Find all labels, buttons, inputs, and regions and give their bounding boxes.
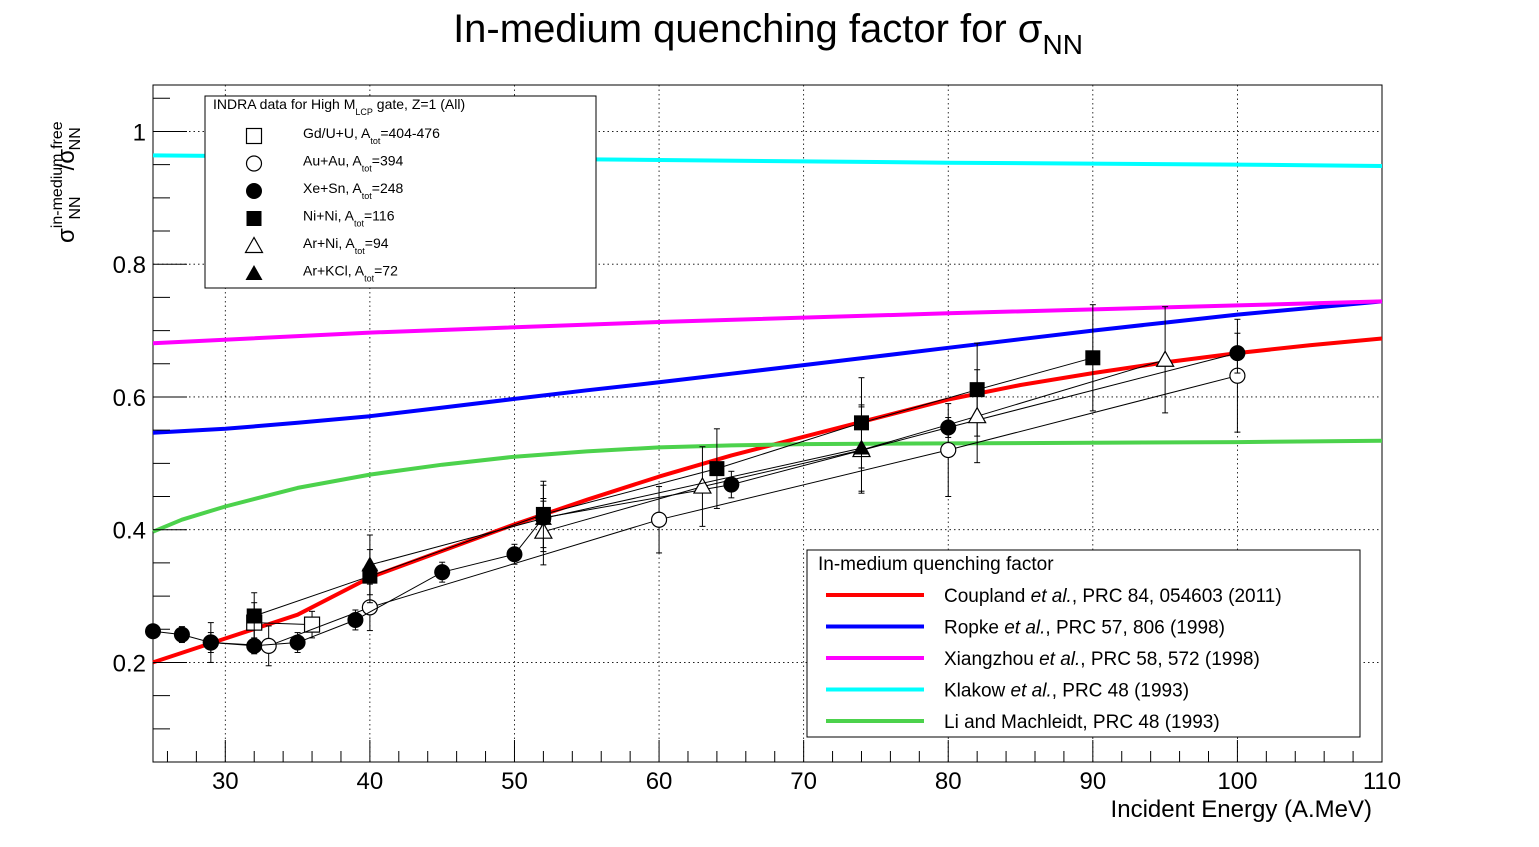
- data-point: [1229, 345, 1246, 362]
- y-tick-label: 0.4: [113, 518, 146, 545]
- data-point: [506, 546, 523, 563]
- legend-model-label: Xiangzhou et al., PRC 58, 572 (1998): [944, 649, 1260, 670]
- x-tick-label: 80: [935, 768, 962, 795]
- legend-data-label: Ar+KCl, Atot=72: [303, 263, 398, 284]
- series-ar-ni: [533, 306, 1175, 566]
- legend-data-header: INDRA data for High MLCP gate, Z=1 (All): [213, 96, 465, 117]
- data-point: [692, 476, 712, 494]
- y-tick-label: 0.6: [113, 385, 146, 412]
- x-tick-label: 100: [1217, 768, 1257, 795]
- chart-title: In-medium quenching factor for σNN: [453, 7, 1083, 60]
- data-point: [967, 406, 987, 424]
- axis-ticks: 30 40 50 60 70 80 90 100 110 0.2 0.4 0.6 0.8 1: [113, 97, 1401, 795]
- legend-models-box: [806, 549, 1361, 738]
- x-tick-label: 90: [1079, 768, 1106, 795]
- data-point: [347, 611, 364, 628]
- model-curves: [152, 153, 1383, 665]
- x-tick-label: 50: [501, 768, 528, 795]
- data-point: [940, 441, 957, 459]
- legend-model-label: Li and Machleidt, PRC 48 (1993): [944, 712, 1220, 733]
- data-point: [852, 439, 870, 455]
- legend-model-label: Coupland et al., PRC 84, 054603 (2011): [944, 586, 1282, 607]
- series-line-gd-u-u: [254, 622, 313, 626]
- data-point: [246, 608, 262, 624]
- data-point: [145, 623, 161, 640]
- legend-model-label: Ropke et al., PRC 57, 806 (1998): [944, 618, 1225, 639]
- x-tick-label: 60: [646, 768, 673, 795]
- x-tick-label: 70: [790, 768, 817, 795]
- legend-model-label: Klakow et al., PRC 48 (1993): [944, 681, 1189, 702]
- legend-marker: [246, 211, 262, 226]
- data-point: [361, 556, 379, 572]
- legend-marker: [245, 155, 263, 172]
- curve-li-and-machleidt: [152, 438, 1383, 534]
- x-tick-label: 40: [357, 768, 384, 795]
- legend-marker: [245, 265, 263, 280]
- legend-data: INDRA data for High MLCP gate, Z=1 (All)…: [204, 95, 597, 289]
- y-tick-label: 0.2: [113, 650, 146, 677]
- data-point: [1155, 350, 1175, 367]
- series-xe-sn: [145, 332, 1246, 655]
- curve-xiangzhou: [152, 299, 1383, 346]
- x-tick-label: 110: [1363, 768, 1401, 795]
- legend-models-header: In-medium quenching factor: [818, 554, 1054, 575]
- y-tick-label: 1: [133, 119, 146, 146]
- data-point: [534, 509, 552, 525]
- legend-data-label: Ar+Ni, Atot=94: [303, 235, 389, 256]
- legend-data-box: [204, 95, 597, 289]
- legend-marker: [244, 236, 264, 254]
- data-point: [434, 564, 451, 581]
- data-point: [1085, 350, 1101, 366]
- x-axis-title: Incident Energy (A.MeV): [1111, 796, 1372, 823]
- x-tick-label: 30: [212, 768, 239, 795]
- legend-marker: [245, 127, 263, 145]
- legend-data-label: Xe+Sn, Atot=248: [303, 180, 404, 201]
- series-ar-kcl: [361, 404, 870, 596]
- data-point: [246, 637, 263, 654]
- curve-ropke: [152, 299, 1383, 435]
- legend-data-label: Gd/U+U, Atot=404-476: [303, 125, 440, 146]
- data-point: [940, 419, 957, 436]
- y-axis-title: σin-mediumNN/σfreeNN: [49, 121, 84, 243]
- data-point: [650, 511, 668, 528]
- data-point: [202, 634, 219, 651]
- legend-models: In-medium quenching factor Coupland et a…: [806, 549, 1361, 738]
- data-point: [289, 634, 306, 651]
- legend-marker: [246, 183, 262, 199]
- data-point: [260, 637, 277, 654]
- y-tick-label: 0.8: [113, 252, 146, 279]
- data-point: [173, 626, 190, 643]
- data-points: [145, 304, 1246, 667]
- legend-data-label: Ni+Ni, Atot=116: [303, 208, 395, 229]
- legend-data-label: Au+Au, Atot=394: [303, 153, 404, 174]
- data-point: [709, 461, 725, 477]
